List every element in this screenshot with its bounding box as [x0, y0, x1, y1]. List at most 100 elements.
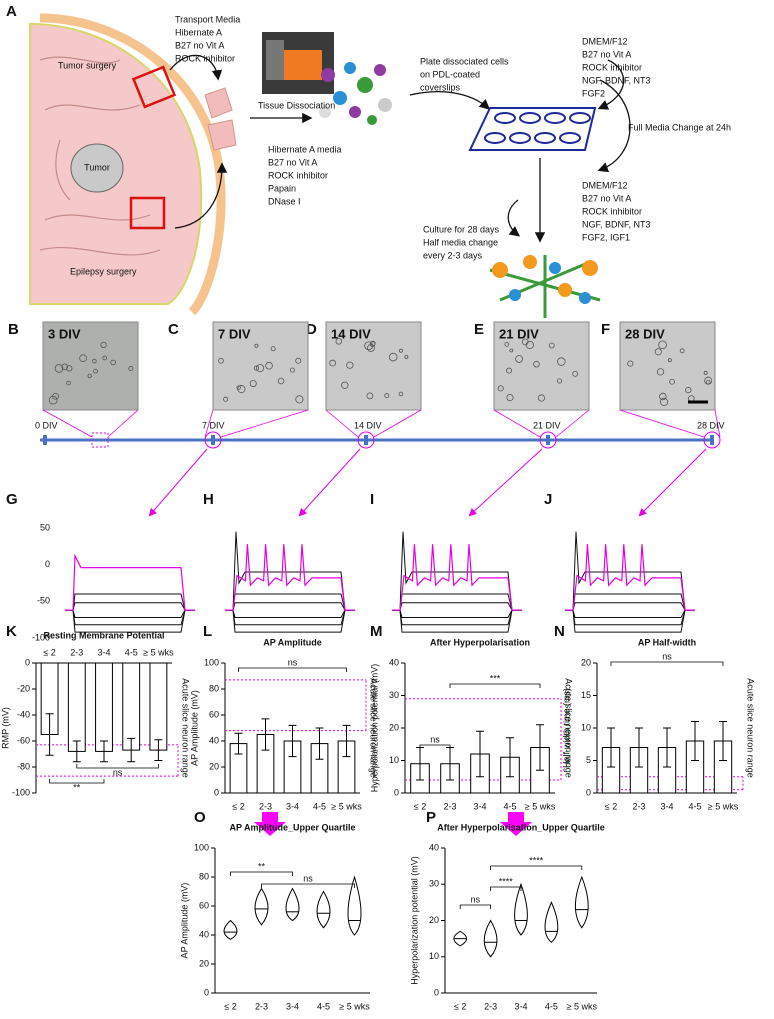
significance-label: **	[73, 782, 81, 792]
cell-texture	[289, 367, 295, 373]
x-tick-label: 4-5	[545, 1001, 558, 1011]
y-tick-label: 40	[389, 657, 399, 667]
significance-bracket	[490, 865, 583, 870]
micrograph-label: 28 DIV	[625, 326, 665, 341]
timeline-label: 14 DIV	[354, 420, 382, 430]
significance-bracket	[459, 904, 491, 909]
y-tick-label: 60	[199, 900, 209, 910]
timeline-tick	[364, 435, 368, 445]
cell-texture	[515, 355, 523, 363]
violin-body	[483, 919, 498, 958]
cell-texture	[87, 373, 92, 379]
voltage-trace	[225, 531, 346, 611]
chart-title: AP Half-width	[638, 637, 696, 647]
cell-texture	[335, 338, 343, 345]
cell-texture	[388, 352, 398, 362]
protocol-text: coverslips	[420, 82, 461, 92]
protocol-text: Hibernate A media	[268, 144, 342, 154]
cell-texture	[658, 340, 667, 350]
reference-label: Acute slice neuron range	[369, 678, 379, 778]
protocol-text: DMEM/F12	[582, 180, 628, 190]
error-bar	[719, 721, 727, 761]
x-tick-label: ≥ 5 wks	[567, 1001, 598, 1011]
cell-texture	[703, 370, 708, 375]
protocol-text: B27 no Vit A	[268, 157, 317, 167]
x-tick-label: ≤ 2	[605, 801, 617, 811]
protocol-text: NGF, BDNF, NT3	[582, 75, 651, 85]
y-tick-label: 80	[209, 683, 219, 693]
micrograph	[42, 321, 139, 411]
cell-texture	[659, 392, 667, 401]
error-bar	[607, 727, 615, 768]
x-tick-label: 2-3	[70, 647, 83, 657]
y-tick-label: -20	[17, 683, 30, 693]
cell-texture	[270, 346, 276, 352]
x-tick-label: 3-4	[286, 801, 299, 811]
y-tick-label: 20	[209, 761, 219, 771]
cell-texture	[506, 367, 512, 374]
y-tick-label: 10	[389, 755, 399, 765]
brain-sketch	[29, 13, 237, 316]
protocol-text: Epilepsy surgery	[70, 266, 137, 276]
x-tick-label: ≤ 2	[414, 801, 426, 811]
cell-texture	[556, 378, 563, 384]
cell-texture	[572, 370, 579, 377]
panel-letter: G	[6, 491, 18, 508]
x-tick-label: 3-4	[473, 801, 486, 811]
protocol-text: ROCK inhibitor	[582, 206, 642, 216]
cell-texture	[237, 385, 246, 394]
protocol-text: ROCK inhibitor	[175, 53, 235, 63]
cell-texture	[667, 358, 672, 363]
protocol-text: every 2-3 days	[423, 250, 483, 260]
x-tick-label: 3-4	[286, 1001, 299, 1011]
voltage-trace	[565, 602, 695, 611]
voltage-trace	[225, 609, 355, 633]
significance-label: **	[258, 861, 266, 871]
y-tick-label: -80	[17, 761, 30, 771]
y-tick-label: -100	[12, 787, 30, 797]
panel-letter: E	[474, 321, 484, 338]
bar	[122, 662, 141, 751]
cell-texture	[679, 348, 685, 354]
x-tick-label: 4-5	[688, 801, 701, 811]
error-bar	[506, 737, 514, 778]
cell-texture	[66, 380, 71, 386]
y-tick-label: 15	[581, 690, 591, 700]
chart-title: AP Amplitude_Upper Quartile	[229, 822, 355, 832]
error-bar	[691, 721, 699, 761]
voltage-trace	[65, 593, 195, 611]
error-bar	[635, 727, 643, 768]
timeline-tick	[546, 435, 550, 445]
significance-bracket	[261, 883, 355, 888]
trace-tick-label: 50	[40, 522, 50, 532]
protocol-text: ROCK inhibitor	[268, 170, 328, 180]
significance-label: ns	[662, 651, 672, 661]
cell-texture	[705, 379, 711, 385]
cell-texture	[656, 368, 665, 376]
micrograph	[619, 321, 716, 411]
protocol-text: Full Media Change at 24h	[628, 122, 731, 132]
voltage-trace	[225, 609, 355, 618]
cell-texture	[249, 380, 257, 388]
micrograph-label: 3 DIV	[48, 326, 81, 341]
timeline-label: 28 DIV	[697, 420, 725, 430]
panel-letter: M	[370, 623, 383, 640]
voltage-trace	[565, 609, 695, 618]
significance-bracket	[238, 667, 347, 672]
cell-texture	[659, 397, 669, 407]
error-bar	[100, 740, 108, 763]
voltage-trace	[225, 593, 355, 611]
y-tick-label: 0	[434, 987, 439, 997]
cell-texture	[54, 364, 64, 373]
y-tick-label: 40	[199, 929, 209, 939]
y-axis-label: Hyperpolarization potential (mV)	[369, 664, 379, 793]
voltage-trace-highlight	[225, 544, 355, 611]
y-tick-label: 80	[199, 871, 209, 881]
cell-texture	[509, 348, 514, 353]
panel-letter: C	[168, 321, 179, 338]
x-tick-label: ≤ 2	[454, 1001, 466, 1011]
x-tick-label: 4-5	[313, 801, 326, 811]
cell-texture	[521, 338, 529, 346]
cell-texture	[218, 357, 224, 364]
significance-bracket	[76, 764, 159, 769]
